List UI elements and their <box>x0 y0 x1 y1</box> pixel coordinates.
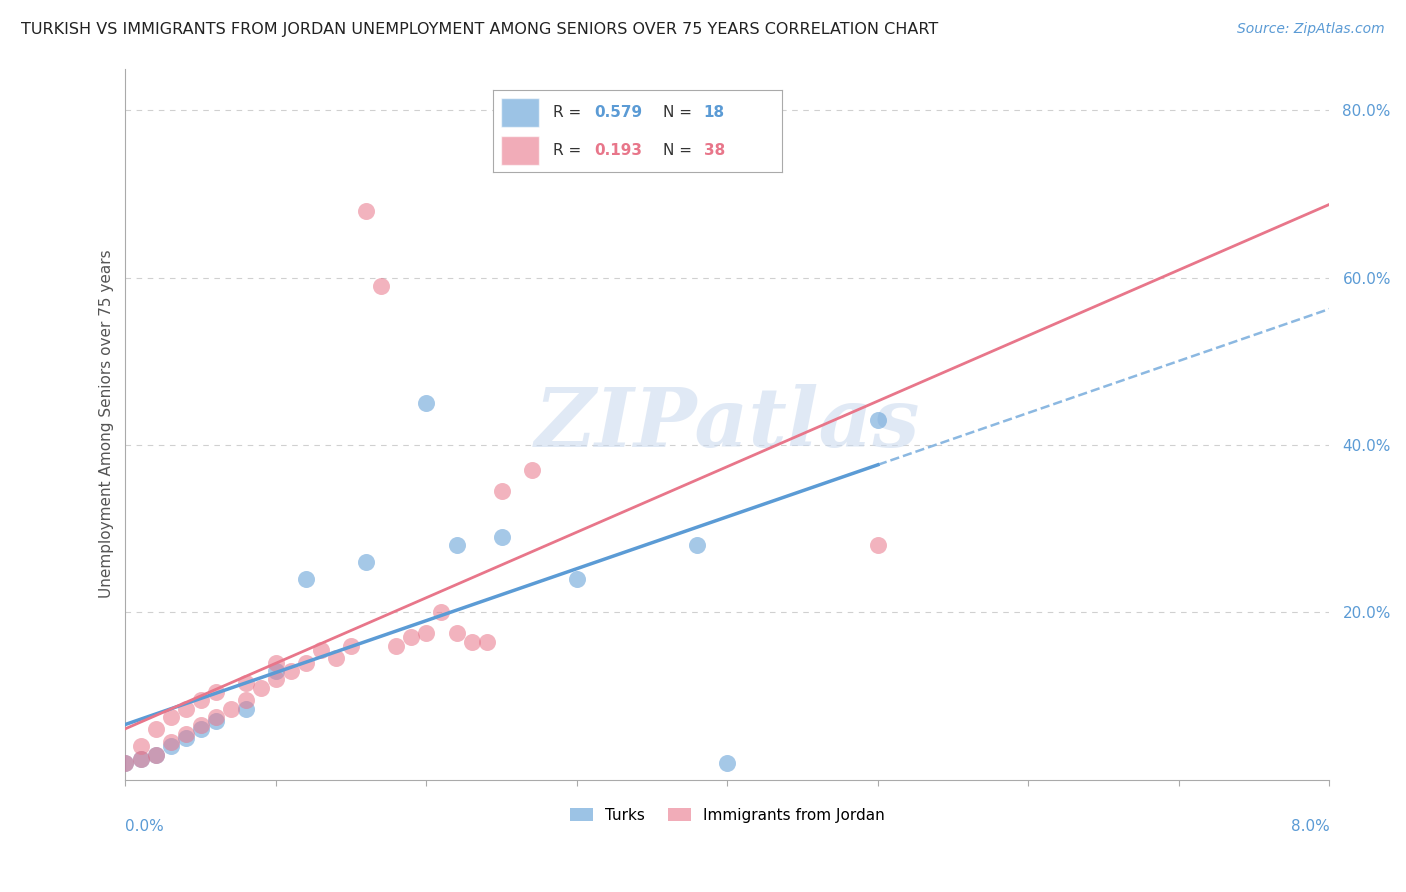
Point <box>129 739 152 754</box>
Point <box>145 723 167 737</box>
Point <box>250 681 273 695</box>
Point <box>446 626 468 640</box>
Point <box>354 203 377 218</box>
Point <box>159 735 181 749</box>
Point <box>385 639 408 653</box>
Point <box>190 718 212 732</box>
Legend: Turks, Immigrants from Jordan: Turks, Immigrants from Jordan <box>564 802 891 829</box>
Point <box>309 643 332 657</box>
Point <box>295 572 318 586</box>
Point <box>145 747 167 762</box>
Point <box>219 701 242 715</box>
Point <box>325 651 347 665</box>
Point <box>190 693 212 707</box>
Point <box>491 530 513 544</box>
Point <box>340 639 363 653</box>
Point <box>520 463 543 477</box>
Point <box>264 672 287 686</box>
Point <box>354 555 377 569</box>
Point <box>114 756 136 770</box>
Point <box>430 605 453 619</box>
Point <box>204 714 226 728</box>
Point <box>460 634 482 648</box>
Point <box>190 723 212 737</box>
Point <box>415 396 437 410</box>
Point <box>415 626 437 640</box>
Text: Source: ZipAtlas.com: Source: ZipAtlas.com <box>1237 22 1385 37</box>
Point <box>866 538 889 552</box>
Point <box>129 752 152 766</box>
Point <box>204 685 226 699</box>
Point <box>114 756 136 770</box>
Point <box>159 739 181 754</box>
Point <box>235 701 257 715</box>
Point <box>401 631 423 645</box>
Point <box>686 538 709 552</box>
Point <box>280 664 302 678</box>
Point <box>264 656 287 670</box>
Point <box>235 676 257 690</box>
Point <box>174 701 197 715</box>
Point <box>295 656 318 670</box>
Point <box>145 747 167 762</box>
Point <box>446 538 468 552</box>
Text: TURKISH VS IMMIGRANTS FROM JORDAN UNEMPLOYMENT AMONG SENIORS OVER 75 YEARS CORRE: TURKISH VS IMMIGRANTS FROM JORDAN UNEMPL… <box>21 22 938 37</box>
Point <box>204 710 226 724</box>
Point <box>370 279 392 293</box>
Y-axis label: Unemployment Among Seniors over 75 years: Unemployment Among Seniors over 75 years <box>100 250 114 599</box>
Point <box>159 710 181 724</box>
Point <box>475 634 498 648</box>
Point <box>264 664 287 678</box>
Point <box>174 726 197 740</box>
Text: 8.0%: 8.0% <box>1291 819 1329 834</box>
Point <box>235 693 257 707</box>
Point <box>129 752 152 766</box>
Point <box>174 731 197 745</box>
Point <box>866 413 889 427</box>
Point <box>565 572 588 586</box>
Text: ZIPatlas: ZIPatlas <box>534 384 920 464</box>
Text: 0.0%: 0.0% <box>125 819 165 834</box>
Point <box>716 756 738 770</box>
Point <box>491 483 513 498</box>
